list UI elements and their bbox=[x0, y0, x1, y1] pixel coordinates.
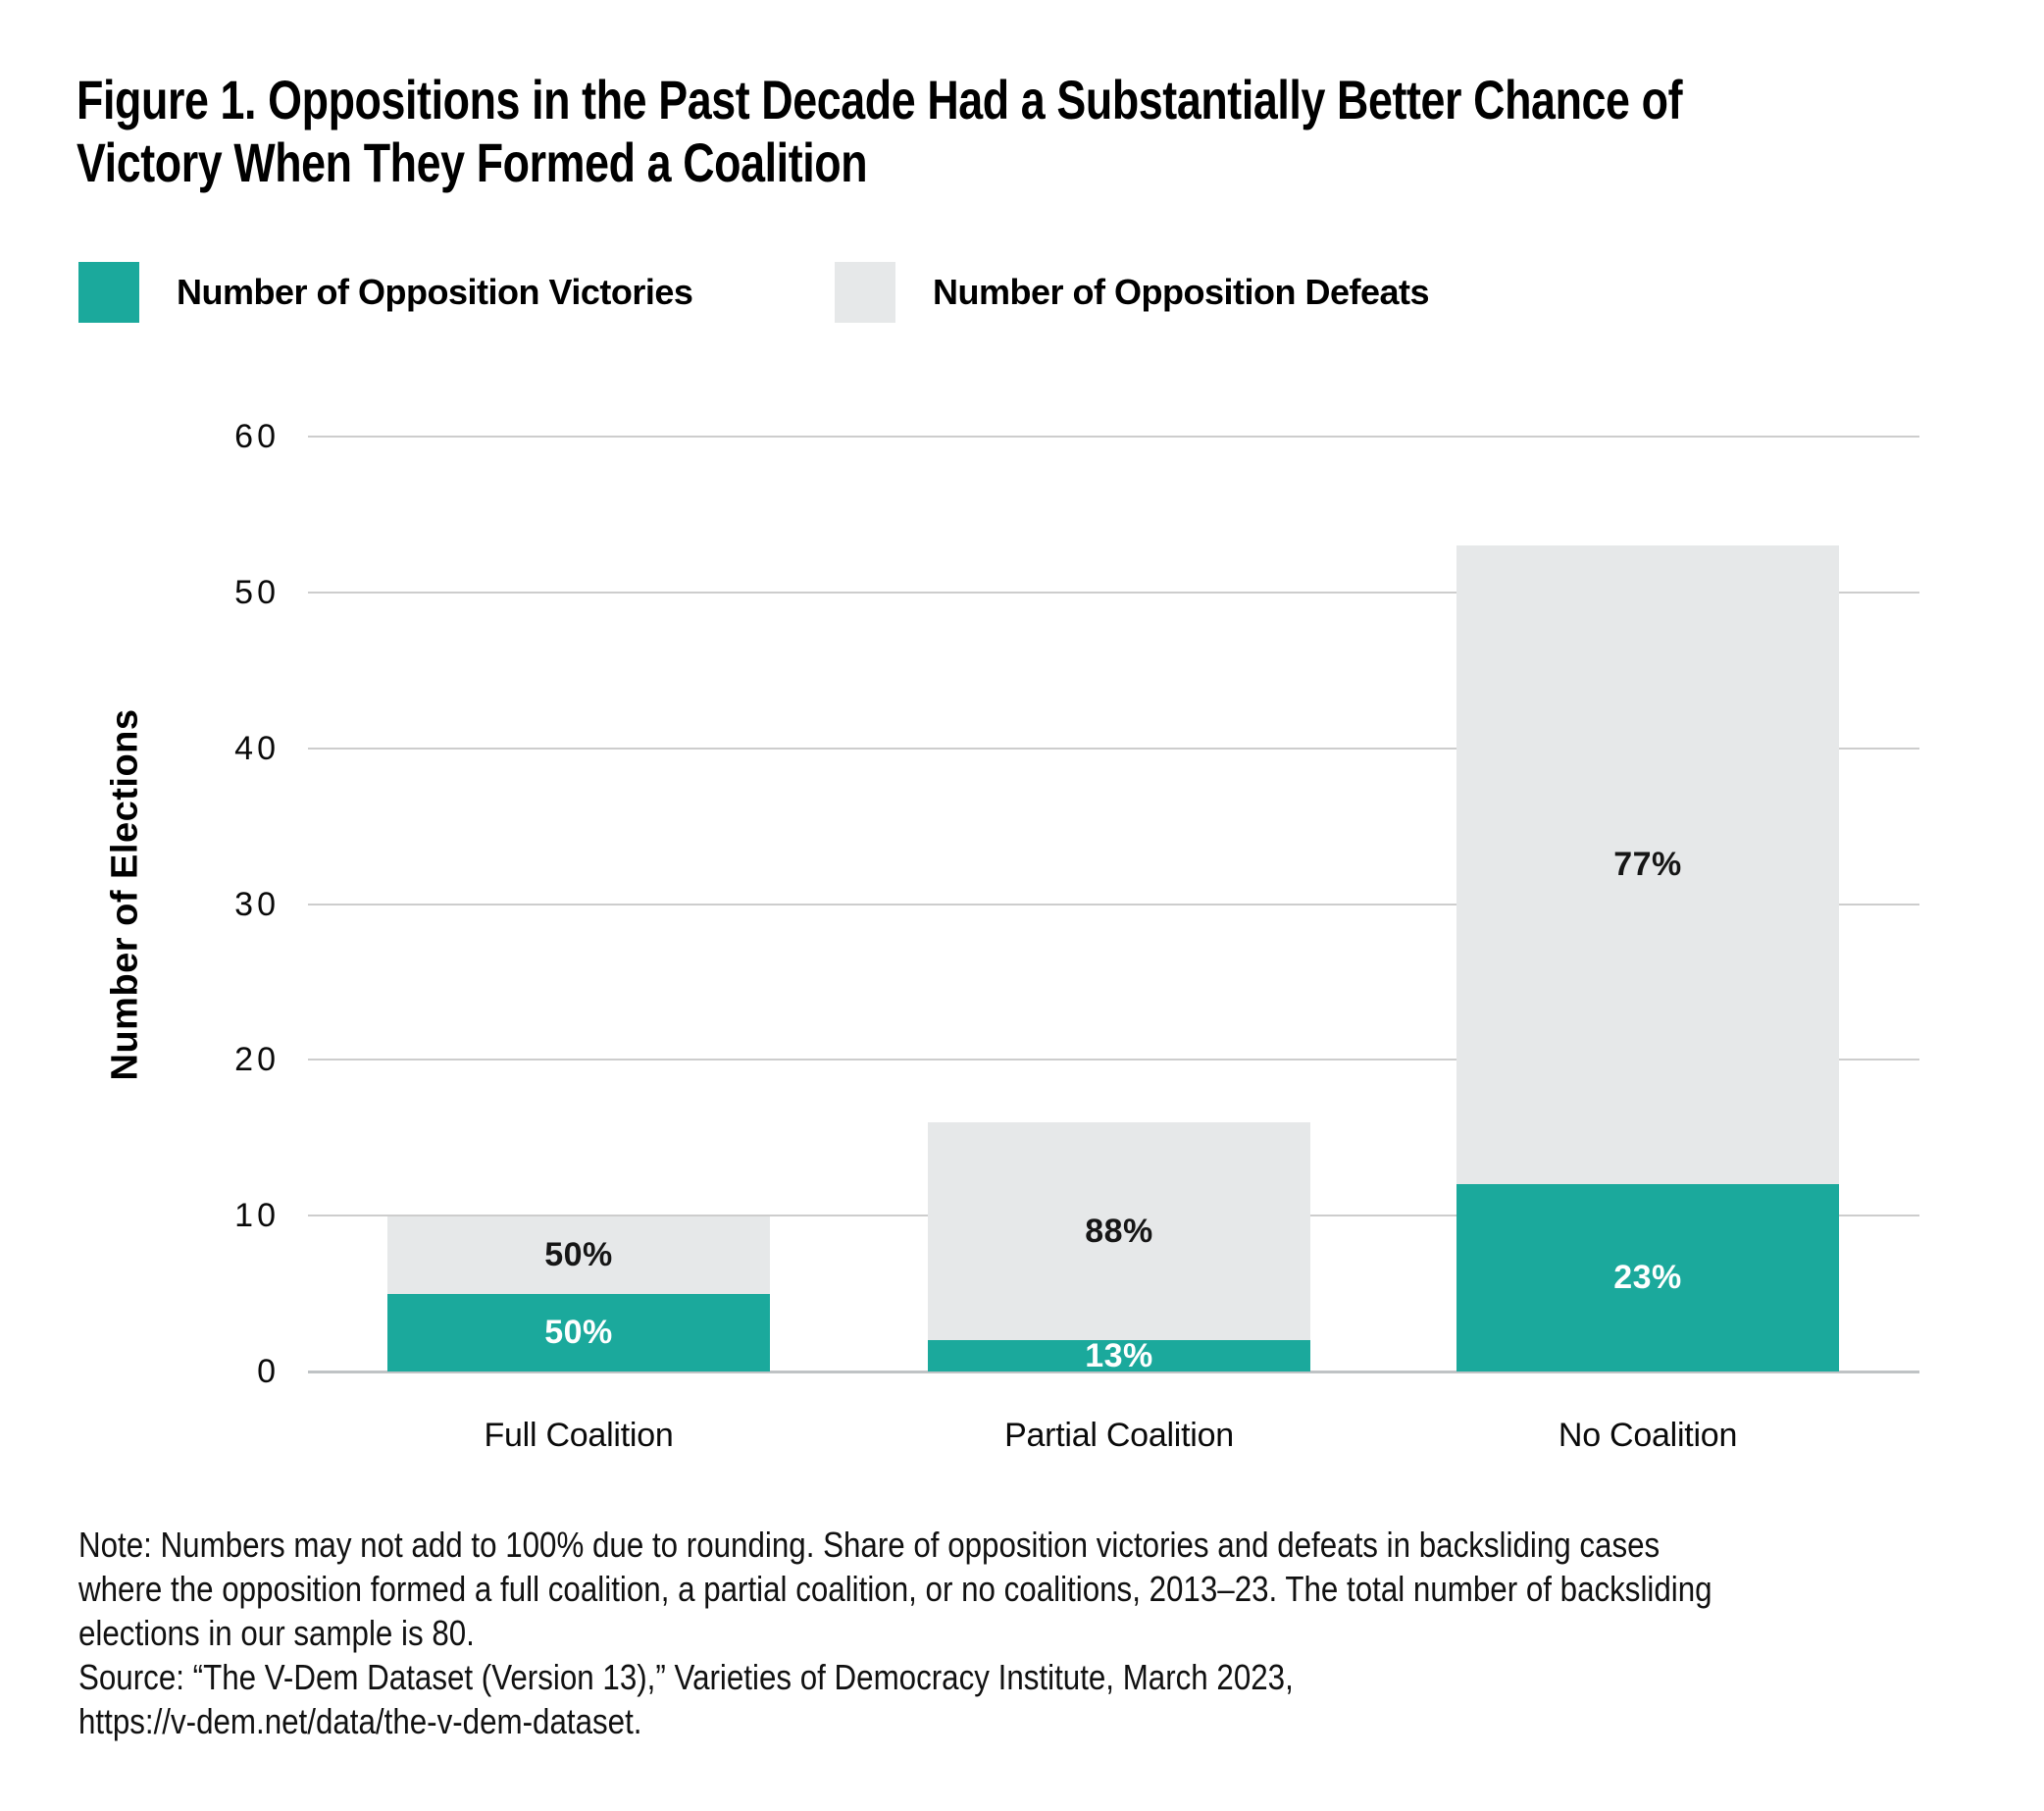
y-tick-0: 0 bbox=[257, 1353, 280, 1390]
defeat-percent-label: 88% bbox=[1085, 1212, 1153, 1250]
bar-segment-defeats: 50% bbox=[387, 1216, 770, 1294]
legend-item-victories: Number of Opposition Victories bbox=[78, 261, 693, 324]
gridline-40 bbox=[308, 747, 1919, 750]
y-tick-40: 40 bbox=[234, 729, 280, 767]
gridline-30 bbox=[308, 903, 1919, 906]
figure-title: Figure 1. Oppositions in the Past Decade… bbox=[77, 69, 1683, 194]
bar-segment-victories: 13% bbox=[928, 1337, 1310, 1374]
note-line-1: Note: Numbers may not add to 100% due to… bbox=[78, 1525, 1661, 1565]
legend-item-defeats: Number of Opposition Defeats bbox=[835, 261, 1430, 324]
bar-segment-victories: 50% bbox=[387, 1294, 770, 1371]
figure-notes: Note: Numbers may not add to 100% due to… bbox=[78, 1523, 1712, 1743]
gridline-50 bbox=[308, 591, 1919, 594]
y-tick-50: 50 bbox=[234, 573, 280, 611]
y-tick-30: 30 bbox=[234, 885, 280, 923]
victory-percent-label: 50% bbox=[544, 1314, 613, 1351]
x-label-full-coalition: Full Coalition bbox=[484, 1417, 674, 1454]
bar-segment-victories: 23% bbox=[1456, 1184, 1839, 1371]
source-line-1: Source: “The V-Dem Dataset (Version 13),… bbox=[78, 1657, 1294, 1697]
legend-swatch-defeats-icon bbox=[835, 262, 895, 323]
victory-percent-label: 13% bbox=[1085, 1336, 1153, 1374]
defeat-percent-label: 50% bbox=[544, 1236, 613, 1273]
defeat-percent-label: 77% bbox=[1613, 846, 1682, 883]
x-label-partial-coalition: Partial Coalition bbox=[1004, 1417, 1234, 1454]
bar-full-coalition: 50% 50% bbox=[387, 1216, 770, 1371]
figure-title-line1: Figure 1. Oppositions in the Past Decade… bbox=[77, 69, 1683, 130]
note-line-3: elections in our sample is 80. bbox=[78, 1613, 475, 1653]
gridline-60 bbox=[308, 436, 1919, 438]
y-tick-20: 20 bbox=[234, 1041, 280, 1079]
y-tick-10: 10 bbox=[234, 1197, 280, 1235]
note-line-2: where the opposition formed a full coali… bbox=[78, 1569, 1712, 1609]
legend-swatch-victories-icon bbox=[78, 262, 139, 323]
bar-segment-defeats: 88% bbox=[928, 1122, 1310, 1340]
y-tick-60: 60 bbox=[234, 418, 280, 455]
victory-percent-label: 23% bbox=[1613, 1259, 1682, 1296]
source-line-2: https://v-dem.net/data/the-v-dem-dataset… bbox=[78, 1701, 642, 1741]
legend-label-defeats: Number of Opposition Defeats bbox=[933, 272, 1430, 312]
x-label-no-coalition: No Coalition bbox=[1558, 1417, 1738, 1454]
figure-title-line2: Victory When They Formed a Coalition bbox=[77, 131, 868, 193]
bar-no-coalition: 77% 23% bbox=[1456, 545, 1839, 1371]
legend-label-victories: Number of Opposition Victories bbox=[177, 272, 693, 312]
bar-partial-coalition: 88% 13% bbox=[928, 1122, 1310, 1374]
bar-segment-defeats: 77% bbox=[1456, 545, 1839, 1184]
gridline-20 bbox=[308, 1059, 1919, 1061]
gridline-0 bbox=[308, 1371, 1919, 1373]
